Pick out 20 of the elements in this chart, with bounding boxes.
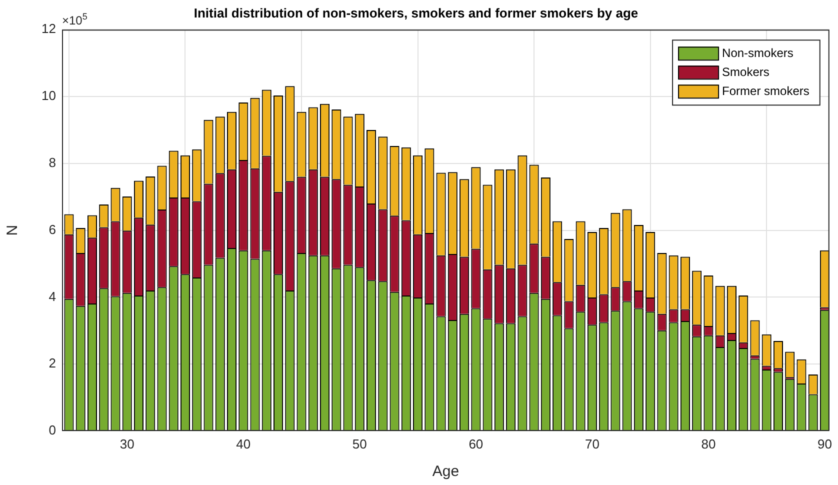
y-tick-label: 12 [42,21,56,36]
y-tick-label: 4 [48,288,56,304]
x-tick-label: 70 [584,436,600,452]
x-tick-label: 90 [818,436,832,452]
y-tick-label: 8 [48,154,56,170]
legend-label: Non-smokers [722,46,794,60]
x-axis-title: Age [432,463,460,480]
chart-title: Initial distribution of non-smokers, smokers and former smokers by age [194,5,638,20]
y-tick-label: 2 [48,356,56,371]
y-tick-label: 10 [42,88,56,104]
x-tick-label: 40 [236,436,251,452]
y-axis-title: N [4,224,22,236]
legend-label: Former smokers [722,84,810,98]
y-tick-label: 0 [48,422,56,438]
y-tick-label: 6 [48,222,56,237]
x-tick-label: 60 [468,436,484,452]
x-tick-label: 50 [352,436,367,452]
x-tick-label: 80 [701,436,716,452]
x-tick-label: 30 [120,436,134,452]
legend-label: Smokers [722,64,770,79]
